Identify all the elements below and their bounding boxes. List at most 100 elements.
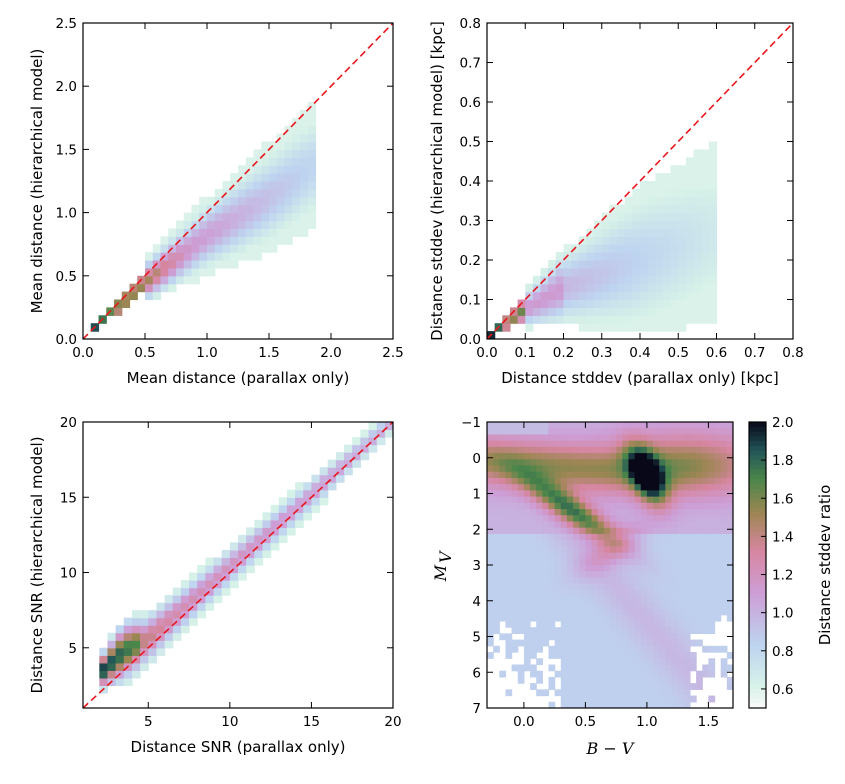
top-right-cell: [685, 267, 695, 277]
bottom-left-cell: [156, 647, 166, 656]
top-right-cell: [594, 275, 603, 285]
bottom-right-cell: [616, 558, 623, 566]
top-left-cell: [191, 204, 200, 214]
bottom-right-cell: [505, 546, 513, 554]
bottom-right-cell: [548, 422, 556, 429]
bottom-right-cell: [696, 676, 703, 684]
bottom-right-cell: [689, 502, 697, 510]
top-right-cell: [670, 260, 679, 269]
bottom-right-cell: [634, 552, 642, 560]
bottom-right-cell: [548, 683, 556, 690]
colorbar-frame: [748, 421, 767, 709]
bottom-right-cell: [505, 465, 513, 473]
top-right-cell: [555, 299, 565, 308]
bottom-left-cell: [148, 610, 158, 619]
bottom-right-cell: [640, 577, 648, 585]
top-right-cell: [586, 252, 595, 261]
bottom-right-cell: [646, 701, 654, 708]
top-left-cell: [222, 244, 231, 253]
bottom-right-cell: [696, 490, 703, 498]
bottom-right-cell: [560, 676, 568, 684]
bottom-left-cell: [197, 572, 206, 581]
bottom-right-cell: [591, 440, 599, 448]
top-right-cell: [693, 283, 702, 293]
bottom-right-cell: [628, 496, 636, 504]
bottom-right-cell: [659, 446, 666, 454]
top-left-cell: [207, 252, 216, 261]
bottom-right-cell: [640, 701, 648, 708]
bottom-right-cell: [683, 676, 691, 684]
bottom-left-cell: [311, 474, 321, 483]
bottom-right-cell: [493, 571, 500, 579]
top-right-cell: [701, 267, 710, 277]
bottom-right-cell: [714, 490, 722, 498]
bottom-right-cell: [628, 446, 636, 454]
bottom-left-cell: [221, 565, 231, 574]
top-right-cell: [632, 315, 641, 324]
bottom-right-cell: [653, 440, 660, 448]
bottom-right-cell: [493, 459, 500, 467]
bottom-right-cell: [622, 515, 630, 523]
bottom-right-cell: [726, 558, 733, 566]
colorbar-segment: [749, 688, 766, 695]
bottom-left-cell: [368, 429, 378, 438]
top-left-cell: [230, 252, 239, 261]
top-right-cell: [701, 236, 710, 245]
top-right-cell: [594, 299, 603, 308]
bottom-right-cell: [634, 620, 642, 628]
bottom-right-cell: [511, 546, 519, 554]
bottom-right-cell: [579, 509, 586, 516]
bottom-right-cell: [487, 627, 494, 634]
bottom-right-cell: [659, 459, 666, 467]
bottom-right-cell: [610, 490, 617, 498]
bottom-right-cell: [671, 422, 679, 429]
top-left-cell: [245, 181, 255, 190]
bottom-right-cell: [585, 689, 593, 697]
top-right-cell: [670, 196, 679, 206]
bottom-right-cell: [683, 509, 691, 516]
bottom-right-cell: [677, 440, 685, 448]
bottom-right-cell: [579, 440, 586, 448]
bottom-right-cell: [653, 565, 660, 572]
bottom-right-cell: [597, 602, 605, 610]
bottom-right-cell: [530, 465, 537, 473]
bottom-right-cell: [493, 577, 500, 585]
bottom-right-cell: [659, 521, 666, 529]
top-right-cell: [693, 204, 702, 214]
bottom-right-cell: [677, 465, 685, 473]
bottom-right-cell: [659, 571, 666, 579]
bottom-right-cell: [505, 620, 513, 628]
bottom-right-cell: [566, 676, 574, 684]
bottom-right-cell: [665, 676, 673, 684]
top-left-cell: [214, 244, 224, 253]
bottom-right-cell: [603, 527, 611, 535]
bottom-right-cell: [646, 428, 654, 436]
top-right-cell: [624, 275, 633, 285]
top-left-cell: [230, 173, 239, 182]
bottom-right-cell: [536, 502, 543, 510]
bottom-left-cell: [327, 482, 337, 491]
top-left-cell: [230, 244, 239, 253]
bottom-left-cell: [303, 489, 313, 498]
bottom-right-cell: [517, 664, 525, 672]
bottom-right-cell: [530, 602, 537, 610]
top-right-cell: [647, 212, 656, 222]
bottom-right-cell: [554, 689, 562, 697]
bottom-right-cell: [579, 596, 586, 603]
bottom-right-cell: [487, 639, 494, 647]
bottom-right-cell: [640, 639, 648, 647]
bottom-right-cell: [714, 434, 722, 442]
top-right-cell: [640, 236, 649, 245]
bottom-right-cell: [634, 540, 642, 547]
bottom-right-cell: [714, 571, 722, 579]
bottom-right-cell: [505, 608, 513, 616]
bottom-left-cell: [213, 587, 223, 596]
bottom-right-cell: [548, 596, 556, 603]
bottom-right-cell: [591, 689, 599, 697]
top-right-cell: [708, 141, 718, 150]
bottom-right-cell: [585, 490, 593, 498]
top-right-cell: [578, 315, 588, 324]
top-right-cell: [617, 236, 626, 245]
bottom-right-cell: [628, 633, 636, 641]
top-left-cell: [300, 157, 309, 166]
